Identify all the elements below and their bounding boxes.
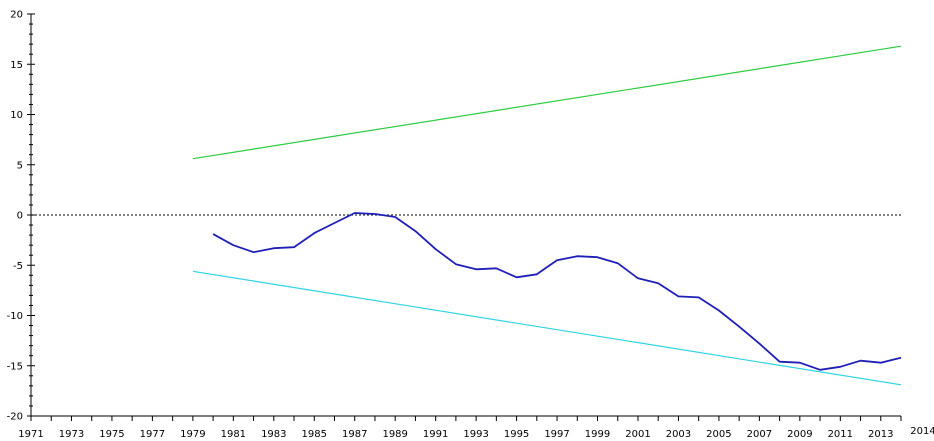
axes [30, 14, 901, 417]
y-tick-label: -15 [7, 361, 23, 372]
y-tick-label: -5 [13, 261, 23, 272]
series-lines [192, 45, 902, 386]
data-series-line [212, 212, 902, 371]
x-tick-label: 1975 [99, 429, 124, 440]
y-tick-label: -10 [7, 311, 23, 322]
x-tick-label: 1997 [544, 429, 569, 440]
x-tick-label: 1989 [382, 429, 407, 440]
x-tick-label: 1991 [423, 429, 448, 440]
x-tick-label: 1999 [585, 429, 610, 440]
x-tick-label: 2013 [868, 429, 893, 440]
y-tick-label: 5 [17, 160, 23, 171]
x-axis-ticks: 1971 1973 1975 1977 1979 1981 1983 1985 1987 1989… [18, 416, 934, 440]
x-tick-label: 1993 [463, 429, 488, 440]
lower-trend-line [192, 270, 902, 386]
x-tick-label: 1983 [261, 429, 286, 440]
x-tick-label: 1985 [302, 429, 327, 440]
y-tick-label: 10 [10, 110, 23, 121]
x-tick-label: 1979 [180, 429, 205, 440]
y-tick-label: -20 [7, 412, 23, 423]
x-tick-label: 2001 [625, 429, 650, 440]
upper-trend-line [192, 45, 902, 160]
x-tick-label: 2007 [747, 429, 772, 440]
x-tick-label: 1977 [140, 429, 165, 440]
x-tick-label: 2003 [666, 429, 691, 440]
y-axis-ticks: 20 15 10 5 0 -5 -10 -15 -20 [7, 10, 35, 423]
x-tick-label: 2005 [706, 429, 731, 440]
x-tick-label: 2009 [787, 429, 812, 440]
y-tick-label: 0 [17, 211, 23, 222]
y-tick-label: 15 [10, 60, 23, 71]
x-tick-label: 1971 [18, 429, 43, 440]
x-tick-label: 1995 [504, 429, 529, 440]
x-tick-label: 1973 [59, 429, 84, 440]
y-tick-label: 20 [10, 10, 23, 21]
x-end-label: 2014 [910, 426, 934, 437]
x-tick-label: 1987 [342, 429, 367, 440]
x-tick-label: 1981 [221, 429, 246, 440]
x-tick-label: 2011 [828, 429, 853, 440]
